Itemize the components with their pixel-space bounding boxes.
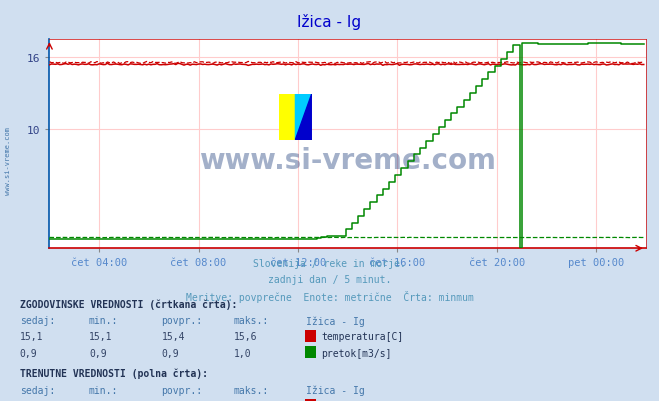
Text: 15,6: 15,6 — [234, 332, 258, 342]
Text: povpr.:: povpr.: — [161, 316, 202, 326]
Text: maks.:: maks.: — [234, 385, 269, 395]
Text: Slovenija / reke in morje.: Slovenija / reke in morje. — [253, 259, 406, 269]
Text: www.si-vreme.com: www.si-vreme.com — [199, 147, 496, 175]
Text: maks.:: maks.: — [234, 316, 269, 326]
Text: temperatura[C]: temperatura[C] — [321, 332, 403, 342]
Text: 15,1: 15,1 — [20, 332, 43, 342]
Text: 0,9: 0,9 — [161, 348, 179, 358]
Text: 15,4: 15,4 — [161, 332, 185, 342]
Text: Ižica - Ig: Ižica - Ig — [306, 316, 365, 326]
Text: Ižica - Ig: Ižica - Ig — [297, 14, 362, 30]
Text: TRENUTNE VREDNOSTI (polna črta):: TRENUTNE VREDNOSTI (polna črta): — [20, 368, 208, 378]
Text: Ižica - Ig: Ižica - Ig — [306, 385, 365, 395]
Text: 15,1: 15,1 — [89, 332, 113, 342]
Text: povpr.:: povpr.: — [161, 385, 202, 395]
Text: sedaj:: sedaj: — [20, 316, 55, 326]
Text: Meritve: povprečne  Enote: metrične  Črta: minmum: Meritve: povprečne Enote: metrične Črta:… — [186, 291, 473, 303]
Text: 0,9: 0,9 — [89, 348, 107, 358]
Text: 1,0: 1,0 — [234, 348, 252, 358]
Text: pretok[m3/s]: pretok[m3/s] — [321, 348, 391, 358]
Text: min.:: min.: — [89, 385, 119, 395]
Text: sedaj:: sedaj: — [20, 385, 55, 395]
Text: zadnji dan / 5 minut.: zadnji dan / 5 minut. — [268, 275, 391, 285]
Text: min.:: min.: — [89, 316, 119, 326]
Text: ZGODOVINSKE VREDNOSTI (črtkana črta):: ZGODOVINSKE VREDNOSTI (črtkana črta): — [20, 299, 237, 309]
Text: 0,9: 0,9 — [20, 348, 38, 358]
Text: www.si-vreme.com: www.si-vreme.com — [5, 126, 11, 194]
